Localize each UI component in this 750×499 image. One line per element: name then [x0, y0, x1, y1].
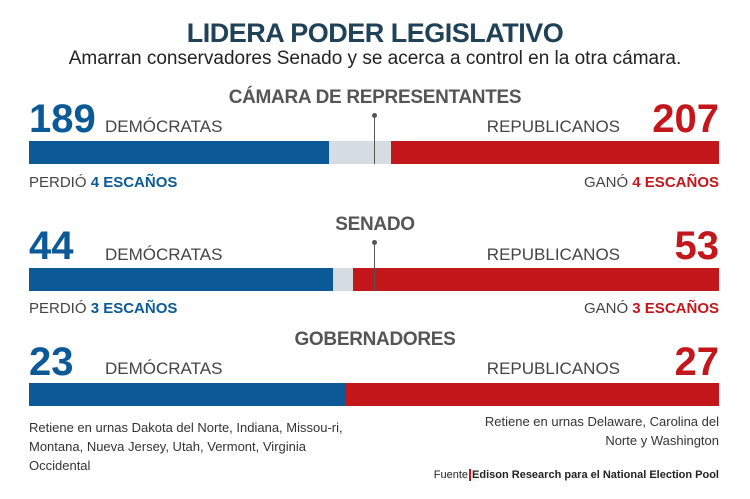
dem-segment: [29, 383, 347, 406]
rep-segment: [353, 268, 719, 291]
senate-dem-label: DEMÓCRATAS: [105, 245, 223, 264]
senate-rep-change: GANÓ 3 ESCAÑOS: [584, 300, 719, 317]
gov-dem-note: Retiene en urnas Dakota del Norte, India…: [29, 420, 343, 473]
house-rep-change: GANÓ 4 ESCAÑOS: [584, 174, 719, 191]
senate-rep-count: 53: [674, 224, 720, 268]
senate-dem-count: 44: [29, 224, 74, 268]
house-dem-count: 189: [29, 97, 96, 141]
senate-heading: SENADO: [335, 214, 415, 235]
majority-marker-dot: [372, 240, 377, 245]
source: Fuente Edison Research para el National E…: [433, 469, 719, 482]
majority-marker-dot: [372, 113, 377, 118]
subtitle: Amarran conservadores Senado y se acerca…: [68, 48, 682, 69]
house-dem-change: PERDIÓ 4 ESCAÑOS: [29, 174, 177, 191]
house-rep-label: REPUBLICANOS: [486, 117, 620, 136]
rep-segment: [346, 383, 719, 406]
change-prefix: PERDIÓ: [29, 174, 87, 191]
change-value: 3 ESCAÑOS: [90, 300, 178, 317]
dem-segment: [29, 268, 333, 291]
senate-bar: [29, 240, 719, 291]
majority-marker: [374, 115, 375, 164]
gov-rep-count: 27: [674, 340, 720, 384]
change-prefix: PERDIÓ: [29, 300, 87, 317]
house-bar: [29, 113, 719, 164]
change-prefix: GANÓ: [583, 174, 629, 191]
source-label: Fuente: [433, 469, 469, 481]
change-prefix: GANÓ: [583, 300, 629, 317]
source-separator: [469, 469, 472, 482]
gov-dem-label: DEMÓCRATAS: [105, 359, 223, 378]
governors-bar: [29, 383, 719, 406]
gov-dem-count: 23: [29, 340, 74, 384]
rep-segment: [390, 141, 719, 164]
source-text: Edison Research para el National Electio…: [472, 469, 719, 481]
change-value: 4 ESCAÑOS: [632, 174, 719, 191]
change-value: 4 ESCAÑOS: [90, 174, 178, 191]
senate-rep-label: REPUBLICANOS: [486, 245, 620, 264]
house-rep-count: 207: [652, 97, 719, 141]
majority-marker: [374, 242, 375, 291]
gov-rep-label: REPUBLICANOS: [486, 359, 620, 378]
governors-heading: GOBERNADORES: [294, 329, 456, 350]
gov-rep-note: Retiene en urnas Delaware, Carolina del …: [484, 414, 719, 448]
senate-dem-change: PERDIÓ 3 ESCAÑOS: [29, 300, 177, 317]
house-dem-label: DEMÓCRATAS: [105, 117, 223, 136]
house-heading: CÁMARA DE REPRESENTANTES: [228, 87, 522, 108]
dem-segment: [29, 141, 329, 164]
title: LIDERA PODER LEGISLATIVO: [186, 18, 564, 48]
change-value: 3 ESCAÑOS: [632, 300, 719, 317]
